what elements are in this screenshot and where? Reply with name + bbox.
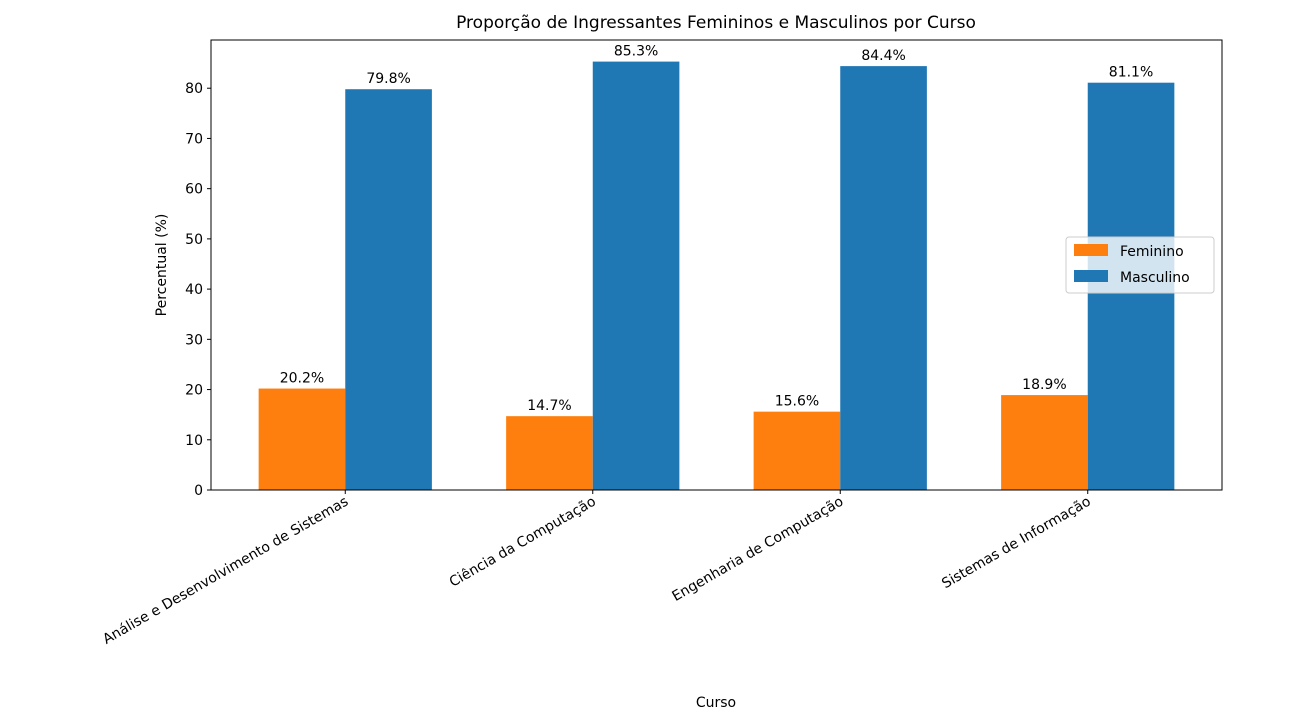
y-tick-label: 30 bbox=[185, 332, 203, 348]
x-tick-label: Ciência da Computação bbox=[447, 494, 599, 591]
legend-label-feminino: Feminino bbox=[1120, 244, 1184, 260]
x-tick-label: Análise e Desenvolvimento de Sistemas bbox=[100, 494, 351, 648]
y-axis-label: Percentual (%) bbox=[154, 214, 170, 317]
bar-masculino-0 bbox=[345, 89, 432, 490]
y-tick-label: 0 bbox=[194, 483, 203, 499]
legend-swatch-feminino bbox=[1074, 244, 1108, 256]
y-tick-label: 70 bbox=[185, 131, 203, 147]
legend-swatch-masculino bbox=[1074, 270, 1108, 282]
legend: Feminino Masculino bbox=[1065, 236, 1215, 294]
bar-feminino-1 bbox=[506, 416, 593, 490]
data-label: 85.3% bbox=[614, 44, 658, 60]
data-label: 79.8% bbox=[366, 71, 410, 87]
bar-feminino-3 bbox=[1001, 395, 1088, 490]
data-label: 84.4% bbox=[861, 48, 905, 64]
legend-label-masculino: Masculino bbox=[1120, 270, 1190, 286]
data-label: 20.2% bbox=[280, 371, 324, 387]
data-label: 14.7% bbox=[527, 398, 571, 414]
bar-masculino-2 bbox=[840, 66, 927, 490]
y-tick-label: 50 bbox=[185, 232, 203, 248]
data-label: 15.6% bbox=[775, 394, 819, 410]
y-tick-label: 40 bbox=[185, 282, 203, 298]
bar-feminino-0 bbox=[258, 388, 346, 490]
chart-title: Proporção de Ingressantes Femininos e Ma… bbox=[456, 13, 976, 33]
y-tick-label: 80 bbox=[185, 81, 203, 97]
data-label: 81.1% bbox=[1109, 65, 1153, 81]
x-axis-label: Curso bbox=[696, 695, 736, 711]
bar-masculino-1 bbox=[592, 61, 680, 491]
y-tick-label: 20 bbox=[185, 383, 203, 399]
y-tick-label: 60 bbox=[185, 182, 203, 198]
y-tick-label: 10 bbox=[185, 433, 203, 449]
bar-feminino-2 bbox=[753, 411, 841, 490]
x-tick-label: Sistemas de Informação bbox=[939, 494, 1093, 592]
x-tick-label: Engenharia de Computação bbox=[670, 494, 847, 605]
plot-frame bbox=[210, 39, 1223, 491]
data-label: 18.9% bbox=[1022, 377, 1066, 393]
